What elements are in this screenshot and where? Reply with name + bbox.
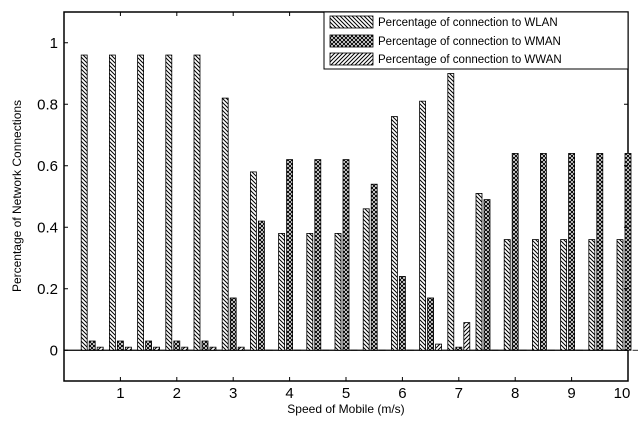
bar-wlan-8 xyxy=(306,232,314,351)
bar-wwan-13 xyxy=(463,322,471,351)
bar-wwan-0 xyxy=(96,346,104,351)
bar-wlan-11 xyxy=(390,116,398,351)
legend: Percentage of connection to WLAN Percent… xyxy=(323,11,629,70)
bar-wlan-1 xyxy=(109,54,116,351)
bar-wlan-5 xyxy=(221,97,229,351)
bar-wwan-2 xyxy=(153,346,161,351)
bar-wman-15 xyxy=(511,153,519,351)
bar-wlan-9 xyxy=(334,232,342,351)
y-tick-label-5: 1 xyxy=(50,35,58,52)
legend-swatch-wman xyxy=(329,34,374,48)
bar-wman-8 xyxy=(314,159,322,351)
y-axis-label: Percentage of Network Connections xyxy=(10,100,24,292)
bar-wlan-4 xyxy=(193,54,201,351)
y-tick-label-1: 0.2 xyxy=(37,281,58,298)
x-tick-label-9: 10 xyxy=(614,385,631,402)
bar-wman-13 xyxy=(455,346,463,351)
bar-wwan-1 xyxy=(125,346,132,351)
bar-wman-3 xyxy=(173,340,181,351)
bar-wwan-4 xyxy=(209,346,217,351)
bar-wlan-10 xyxy=(362,208,370,351)
bar-wman-1 xyxy=(117,340,124,351)
bar-wwan-5 xyxy=(237,346,245,351)
legend-label-wwan: Percentage of connection to WWAN xyxy=(378,54,562,66)
bar-wman-0 xyxy=(88,340,96,351)
bar-wman-9 xyxy=(342,159,350,351)
y-tick-label-4: 0.8 xyxy=(37,96,58,113)
x-axis-label: Speed of Mobile (m/s) xyxy=(287,402,404,416)
bar-wlan-15 xyxy=(503,239,511,351)
x-tick-label-8: 9 xyxy=(567,385,575,402)
bar-wman-6 xyxy=(257,220,265,351)
x-tick-label-1: 2 xyxy=(173,385,181,402)
bar-wlan-13 xyxy=(447,73,455,351)
bar-wlan-7 xyxy=(278,232,286,351)
bar-wman-19 xyxy=(624,153,632,351)
bar-wman-4 xyxy=(201,340,209,351)
x-tick-label-0: 1 xyxy=(116,385,124,402)
bar-wlan-2 xyxy=(137,54,145,351)
bar-wman-18 xyxy=(596,153,604,351)
legend-swatch-wwan xyxy=(329,52,374,66)
bar-wman-7 xyxy=(286,159,294,351)
legend-swatch-wlan xyxy=(329,15,374,29)
bar-wlan-6 xyxy=(249,171,257,351)
y-tick-label-0: 0 xyxy=(50,342,58,359)
x-tick-label-5: 6 xyxy=(398,385,406,402)
y-tick-label-3: 0.6 xyxy=(37,158,58,175)
bar-wlan-19 xyxy=(616,239,624,351)
bar-wlan-14 xyxy=(475,193,483,351)
x-tick-label-3: 4 xyxy=(285,385,293,402)
legend-label-wman: Percentage of connection to WMAN xyxy=(378,36,561,48)
bar-wman-16 xyxy=(540,153,547,351)
legend-box xyxy=(323,11,629,70)
bar-wman-5 xyxy=(229,297,237,351)
bar-wman-14 xyxy=(483,199,491,351)
bar-wlan-16 xyxy=(532,239,539,351)
bars-group xyxy=(80,54,638,351)
x-tick-label-7: 8 xyxy=(511,385,519,402)
bar-wwan-3 xyxy=(181,346,189,351)
bar-wwan-12 xyxy=(435,343,443,351)
bar-wlan-12 xyxy=(419,100,427,351)
x-tick-label-4: 5 xyxy=(342,385,350,402)
bar-wman-11 xyxy=(398,276,406,351)
x-tick-label-6: 7 xyxy=(455,385,463,402)
bar-wlan-17 xyxy=(560,239,567,351)
bar-wlan-0 xyxy=(80,54,88,351)
y-tick-label-2: 0.4 xyxy=(37,219,58,236)
x-tick-label-2: 3 xyxy=(229,385,237,402)
bar-wman-17 xyxy=(568,153,575,351)
bar-wman-2 xyxy=(145,340,153,351)
bar-wman-12 xyxy=(427,297,435,351)
legend-label-wlan: Percentage of connection to WLAN xyxy=(378,17,558,29)
bar-wlan-3 xyxy=(165,54,173,351)
bar-wman-10 xyxy=(370,183,378,351)
bar-wlan-18 xyxy=(588,239,596,351)
